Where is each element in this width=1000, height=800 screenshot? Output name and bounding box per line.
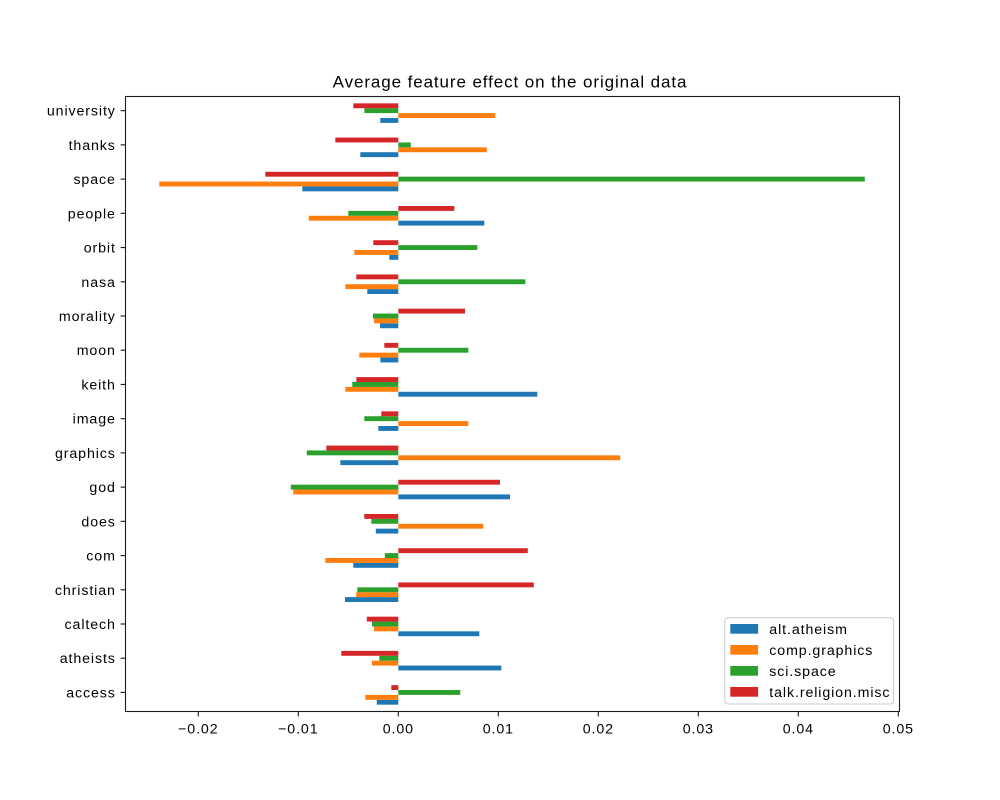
svg-text:0.04: 0.04 <box>783 722 814 738</box>
svg-text:0.05: 0.05 <box>883 722 914 738</box>
svg-text:access: access <box>66 685 116 701</box>
svg-text:christian: christian <box>55 583 116 599</box>
svg-text:com: com <box>86 549 116 565</box>
svg-text:graphics: graphics <box>55 446 116 462</box>
svg-text:comp.graphics: comp.graphics <box>769 643 873 659</box>
svg-text:sci.space: sci.space <box>769 664 836 680</box>
svg-text:0.03: 0.03 <box>683 722 714 738</box>
svg-text:0.00: 0.00 <box>383 722 414 738</box>
svg-text:−0.01: −0.01 <box>278 722 318 738</box>
svg-text:alt.atheism: alt.atheism <box>769 622 848 638</box>
svg-text:orbit: orbit <box>84 241 116 257</box>
svg-text:−0.02: −0.02 <box>178 722 218 738</box>
svg-text:god: god <box>89 480 115 496</box>
svg-text:atheists: atheists <box>60 651 116 667</box>
svg-text:space: space <box>73 172 115 188</box>
svg-text:keith: keith <box>81 377 115 393</box>
svg-text:Average feature effect on the: Average feature effect on the original d… <box>333 73 688 92</box>
svg-text:0.01: 0.01 <box>483 722 514 738</box>
svg-text:talk.religion.misc: talk.religion.misc <box>769 685 890 701</box>
svg-text:thanks: thanks <box>69 138 116 154</box>
svg-text:moon: moon <box>77 343 116 359</box>
svg-text:university: university <box>47 104 116 120</box>
svg-text:morality: morality <box>59 309 116 325</box>
svg-text:does: does <box>81 514 115 530</box>
svg-text:nasa: nasa <box>81 275 115 291</box>
svg-text:people: people <box>68 206 116 222</box>
svg-text:caltech: caltech <box>65 617 116 633</box>
svg-text:0.02: 0.02 <box>583 722 614 738</box>
svg-text:image: image <box>73 412 116 428</box>
